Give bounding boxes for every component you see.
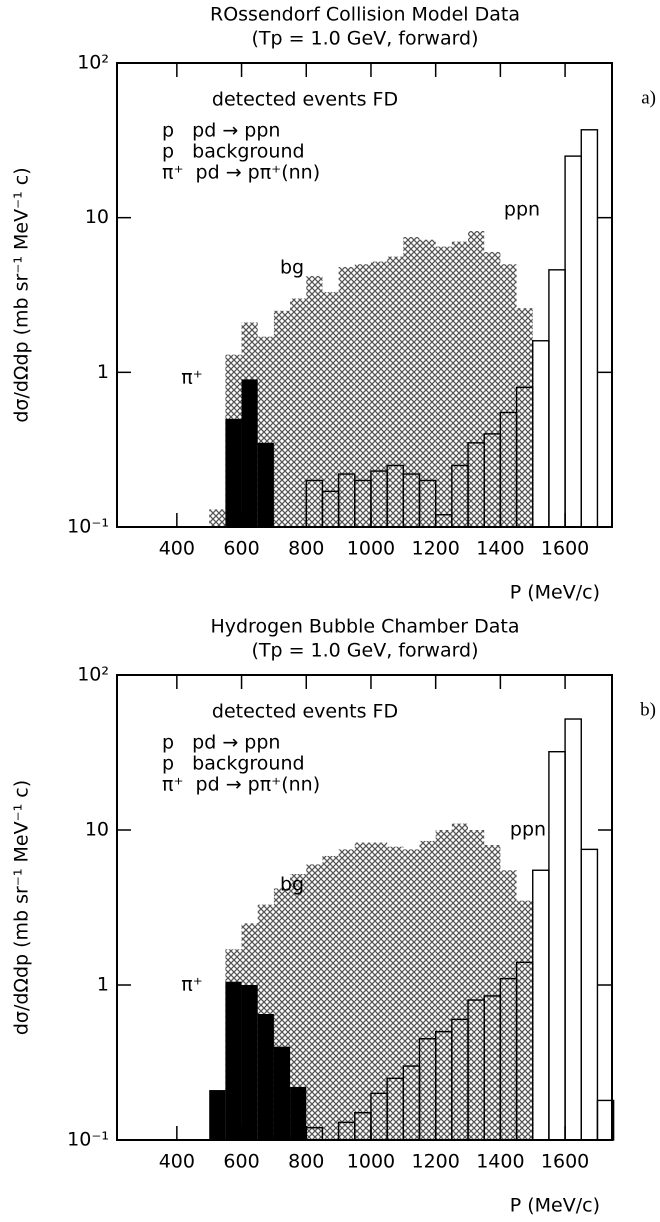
- bar: [241, 985, 258, 1140]
- series-label: π⁺: [181, 367, 202, 389]
- bar: [500, 264, 517, 527]
- bar: [500, 870, 517, 1140]
- legend-entry: π⁺ pd → pπ⁺(nn): [162, 774, 320, 796]
- bar: [516, 900, 533, 1140]
- bar: [468, 830, 485, 1140]
- x-tick-label: 800: [288, 538, 324, 560]
- chart-title: ROssendorf Collision Model Data: [210, 4, 520, 26]
- bar: [435, 246, 452, 528]
- annotation: detected events FD: [212, 89, 398, 111]
- series-label: bg: [280, 257, 304, 279]
- bar: [484, 251, 501, 527]
- chart-subtitle: (Tp = 1.0 GeV, forward): [251, 640, 478, 662]
- y-tick-label: 10⁻¹: [67, 516, 109, 538]
- series-label: ppn: [510, 819, 546, 841]
- bar: [290, 1086, 307, 1140]
- plot-frame: [116, 62, 613, 528]
- x-axis-label: P (MeV/c): [510, 1195, 600, 1217]
- bar: [435, 830, 452, 1140]
- x-tick-label: 1400: [476, 1151, 524, 1173]
- bar: [225, 418, 242, 527]
- bar: [564, 718, 582, 1141]
- y-axis-label: dσ/dΩdp (mb sr⁻¹ MeV⁻¹ c): [11, 780, 33, 1035]
- bar: [273, 310, 291, 527]
- bar: [419, 239, 436, 527]
- legend-entry: p background: [162, 141, 305, 163]
- x-tick-label: 1600: [541, 1151, 589, 1173]
- bar: [257, 1013, 274, 1140]
- bar: [338, 266, 355, 527]
- bar: [257, 442, 274, 527]
- bar: [322, 292, 339, 527]
- series-label: π⁺: [181, 974, 202, 996]
- x-tick-label: 1200: [411, 1151, 459, 1173]
- bar: [580, 848, 599, 1141]
- plot-frame: [116, 674, 613, 1141]
- y-tick-label: 1: [97, 361, 109, 383]
- chart-subtitle: (Tp = 1.0 GeV, forward): [251, 28, 478, 50]
- y-tick-label: 10²: [77, 52, 109, 74]
- y-tick-label: 1: [97, 974, 109, 996]
- legend-entry: p pd → ppn: [162, 120, 280, 142]
- bar: [403, 849, 420, 1140]
- x-tick-label: 800: [288, 1151, 324, 1173]
- bar: [290, 298, 307, 527]
- bar: [532, 869, 550, 1141]
- bar: [532, 340, 550, 528]
- x-tick-label: 600: [223, 1151, 259, 1173]
- y-tick-label: 10: [85, 206, 109, 228]
- panel-label: b): [640, 699, 656, 720]
- x-tick-label: 400: [159, 538, 195, 560]
- bar: [306, 275, 323, 527]
- bar: [468, 230, 485, 527]
- bar: [338, 849, 355, 1140]
- bar: [516, 308, 533, 527]
- x-tick-label: 1000: [347, 538, 395, 560]
- bar: [419, 840, 436, 1140]
- x-tick-label: 1000: [347, 1151, 395, 1173]
- y-tick-label: 10²: [77, 664, 109, 686]
- bar: [580, 129, 599, 528]
- bar: [209, 509, 226, 527]
- annotation: detected events FD: [212, 701, 398, 723]
- x-tick-label: 1400: [476, 538, 524, 560]
- bar: [306, 864, 323, 1140]
- series-label: bg: [280, 874, 304, 896]
- bar: [387, 256, 404, 527]
- bar: [273, 1046, 291, 1140]
- bar: [387, 846, 404, 1140]
- x-tick-label: 600: [223, 538, 259, 560]
- bar: [225, 981, 242, 1140]
- y-tick-label: 10: [85, 819, 109, 841]
- bar: [241, 379, 258, 527]
- bar: [354, 842, 371, 1140]
- bar: [370, 261, 388, 527]
- series-label: ppn: [504, 199, 540, 221]
- legend-entry: π⁺ pd → pπ⁺(nn): [162, 162, 320, 184]
- x-axis-label: P (MeV/c): [510, 582, 600, 604]
- bar: [451, 823, 469, 1140]
- chart-title: Hydrogen Bubble Chamber Data: [210, 616, 519, 638]
- panel-label: a): [641, 87, 656, 108]
- bar: [209, 1090, 226, 1140]
- bar: [451, 241, 469, 528]
- x-tick-label: 1600: [541, 538, 589, 560]
- bar: [290, 874, 307, 1140]
- y-tick-label: 10⁻¹: [67, 1129, 109, 1151]
- bar: [354, 264, 371, 527]
- legend-entry: p background: [162, 753, 305, 775]
- bar: [548, 269, 566, 528]
- x-tick-label: 400: [159, 1151, 195, 1173]
- bar: [322, 855, 339, 1140]
- y-axis-label: dσ/dΩdp (mb sr⁻¹ MeV⁻¹ c): [11, 167, 33, 422]
- bar: [564, 155, 582, 528]
- bar: [548, 751, 566, 1141]
- bar: [403, 236, 420, 527]
- x-tick-label: 1200: [411, 538, 459, 560]
- legend-entry: p pd → ppn: [162, 732, 280, 754]
- bar: [484, 845, 501, 1140]
- bar: [370, 842, 388, 1140]
